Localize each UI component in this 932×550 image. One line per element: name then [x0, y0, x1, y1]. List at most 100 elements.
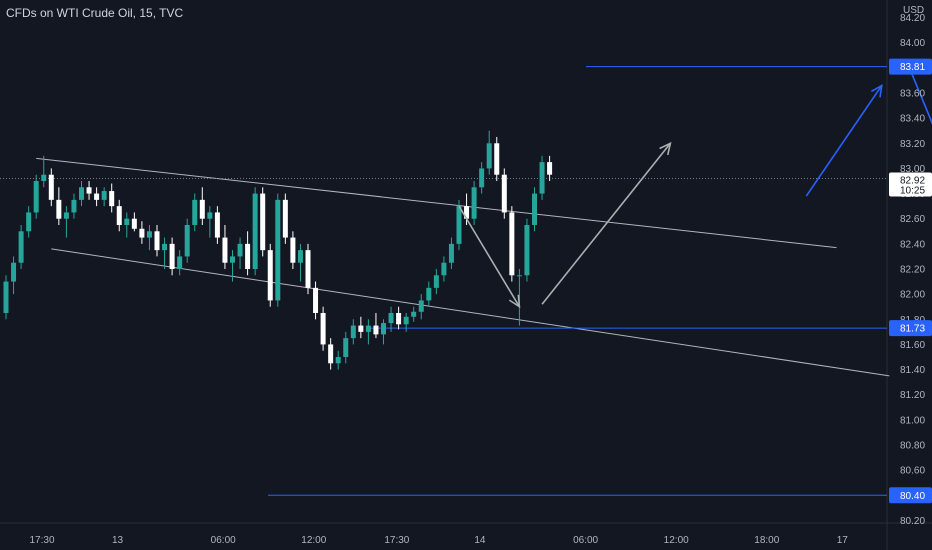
candle-body[interactable] — [260, 193, 266, 251]
candle-body[interactable] — [124, 218, 130, 225]
candle-body[interactable] — [146, 231, 152, 238]
candles[interactable] — [3, 130, 553, 370]
candle-body[interactable] — [464, 206, 470, 219]
gray-arrow-down[interactable] — [458, 205, 521, 309]
candle-body[interactable] — [486, 143, 492, 169]
arrow-head — [659, 141, 672, 156]
time-tick-label: 12:00 — [664, 535, 689, 546]
arrow-shaft — [805, 85, 883, 197]
candle-body[interactable] — [509, 212, 515, 276]
candle-body[interactable] — [305, 250, 311, 288]
candle-body[interactable] — [403, 316, 409, 325]
candle-body[interactable] — [479, 168, 485, 188]
arrow-shaft — [458, 205, 521, 308]
candle-body[interactable] — [320, 313, 326, 345]
candle-body[interactable] — [532, 193, 537, 225]
candle-body[interactable] — [162, 243, 168, 251]
candle-body[interactable] — [547, 162, 553, 175]
candle-body[interactable] — [252, 193, 258, 269]
candle-body[interactable] — [448, 243, 454, 263]
candle-body[interactable] — [192, 199, 198, 225]
candle-body[interactable] — [94, 193, 100, 200]
current-price-tag[interactable] — [889, 172, 932, 197]
candle-body[interactable] — [177, 256, 183, 269]
candle-body[interactable] — [222, 237, 228, 263]
candle-body[interactable] — [350, 325, 356, 339]
level-tag-label: 83.81 — [900, 62, 925, 73]
candle-body[interactable] — [388, 313, 394, 324]
level-tag-81.73[interactable] — [889, 320, 932, 337]
candle-body[interactable] — [116, 206, 122, 225]
candle-body[interactable] — [184, 225, 190, 257]
candle-body[interactable] — [101, 191, 107, 200]
candle-body[interactable] — [154, 231, 160, 251]
candle-body[interactable] — [433, 275, 439, 288]
candle-body[interactable] — [396, 313, 402, 325]
time-axis[interactable]: 17:30 13 06:00 12:00 17:30 14 06:00 12:00 18:00 1… — [29, 535, 932, 546]
price-tick-label: 81.40 — [900, 365, 925, 376]
candle-body[interactable] — [524, 225, 530, 276]
candle-body[interactable] — [373, 325, 379, 335]
candle-body[interactable] — [63, 212, 69, 219]
candle-body[interactable] — [441, 262, 447, 276]
candle-body[interactable] — [11, 262, 17, 282]
candle-body[interactable] — [48, 174, 54, 200]
candle-body[interactable] — [471, 187, 477, 219]
candle-body[interactable] — [71, 199, 77, 213]
candle-body[interactable] — [418, 300, 424, 312]
candle-body[interactable] — [411, 311, 417, 317]
time-tick-label: 18:00 — [754, 535, 779, 546]
candle-body[interactable] — [516, 275, 522, 277]
candle-body[interactable] — [86, 187, 92, 194]
candle-body[interactable] — [358, 325, 364, 332]
candle-body[interactable] — [18, 231, 24, 263]
candle-body[interactable] — [343, 338, 349, 357]
candle-body[interactable] — [139, 228, 145, 238]
candle-body[interactable] — [456, 206, 462, 244]
price-tick-label: 84.00 — [900, 38, 925, 49]
level-tag-83.81[interactable] — [889, 58, 932, 75]
channel-lower[interactable] — [51, 248, 890, 377]
candle-body[interactable] — [426, 287, 432, 301]
candle-body[interactable] — [109, 191, 115, 207]
candle-body[interactable] — [131, 218, 137, 229]
gray-arrow-up[interactable] — [541, 141, 672, 305]
arrows[interactable] — [458, 73, 932, 495]
candle-body[interactable] — [33, 181, 39, 213]
candle-body[interactable] — [237, 243, 243, 257]
candle-body[interactable] — [41, 174, 47, 181]
candle-body[interactable] — [494, 143, 500, 175]
candle-body[interactable] — [3, 281, 9, 313]
candle-body[interactable] — [313, 287, 319, 313]
candle-body[interactable] — [207, 212, 213, 219]
candle-body[interactable] — [381, 323, 386, 335]
candle-body[interactable] — [290, 237, 296, 263]
candle-body[interactable] — [230, 256, 235, 263]
candle-body[interactable] — [275, 199, 281, 301]
channel-upper[interactable] — [36, 157, 837, 249]
price-tick-label: 82.20 — [900, 265, 925, 276]
candle-body[interactable] — [335, 357, 341, 364]
candle-body[interactable] — [245, 243, 251, 269]
candle-body[interactable] — [169, 243, 175, 269]
level-tag-label: 80.40 — [900, 491, 925, 502]
candle-body[interactable] — [79, 187, 84, 200]
candle-body[interactable] — [297, 250, 303, 263]
candle-body[interactable] — [328, 344, 334, 364]
candle-body[interactable] — [501, 174, 507, 213]
candle-body[interactable] — [365, 325, 371, 332]
time-tick-label: 12:00 — [301, 535, 326, 546]
candle-body[interactable] — [214, 212, 220, 238]
candle-body[interactable] — [282, 199, 288, 238]
price-axis[interactable]: 84.2084.0083.8083.6083.4083.2083.0082.80… — [889, 5, 932, 527]
blue-arrow-up[interactable] — [805, 83, 883, 197]
drawing-lines[interactable] — [0, 66, 890, 496]
level-tag-80.40[interactable] — [889, 487, 932, 504]
candle-body[interactable] — [199, 199, 205, 219]
candle-body[interactable] — [26, 212, 32, 232]
blue-arrow-down[interactable] — [911, 73, 932, 495]
candle-body[interactable] — [56, 199, 62, 219]
candle-body[interactable] — [539, 162, 545, 194]
candle-body[interactable] — [267, 250, 273, 301]
